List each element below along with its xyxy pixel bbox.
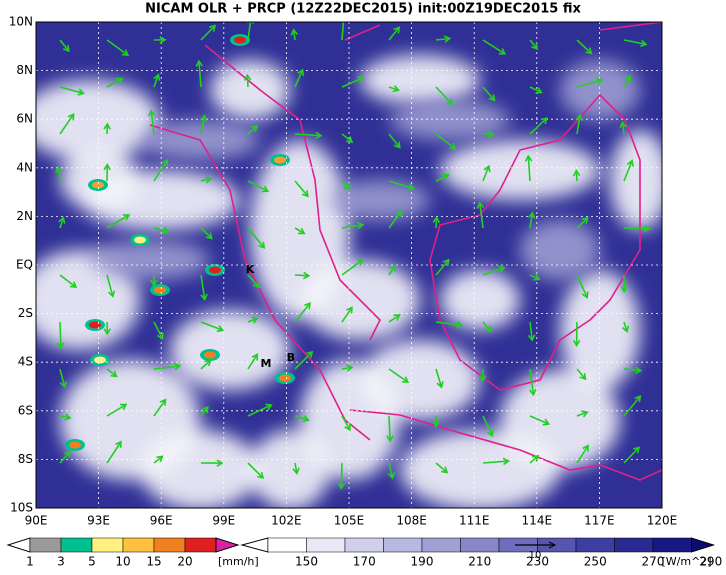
- legend-swatch: [92, 538, 123, 552]
- precip-legend-label: 1: [26, 555, 34, 569]
- legend-swatch: [185, 538, 216, 552]
- legend-arrow: [8, 538, 30, 552]
- legend-swatch: [653, 538, 692, 552]
- lat-label: 4N: [16, 160, 33, 174]
- lon-label: 105E: [334, 514, 365, 528]
- precip-legend-unit: [mm/h]: [218, 555, 259, 568]
- olr-field: [20, 15, 670, 510]
- precip-legend-label: 5: [88, 555, 96, 569]
- lat-label: 2N: [16, 209, 33, 223]
- cloud: [140, 430, 260, 510]
- legend-swatch: [576, 538, 615, 552]
- precip-legend-label: 20: [177, 555, 192, 569]
- precip: [209, 267, 221, 274]
- cloud: [330, 180, 430, 220]
- precip: [89, 322, 101, 329]
- legend-swatch: [422, 538, 461, 552]
- precip: [134, 237, 146, 244]
- precip-legend-label: 10: [115, 555, 130, 569]
- legend-swatch: [615, 538, 654, 552]
- lat-label: 4S: [18, 355, 33, 369]
- lon-label: 102E: [271, 514, 302, 528]
- cloud: [360, 55, 480, 105]
- legend-swatch: [61, 538, 92, 552]
- wind-arrow: [60, 322, 61, 348]
- olr-legend-label: 170: [353, 555, 376, 569]
- cloud: [360, 340, 480, 420]
- lat-label: 8S: [18, 452, 33, 466]
- wind-arrow: [341, 463, 342, 488]
- olr-legend-label: 210: [468, 555, 491, 569]
- precip: [154, 287, 166, 294]
- olr-legend-label: 250: [584, 555, 607, 569]
- cloud: [250, 430, 330, 510]
- precip: [234, 37, 246, 44]
- precip: [69, 442, 81, 449]
- precip: [204, 352, 216, 359]
- cloud: [560, 60, 640, 120]
- lon-label: 117E: [584, 514, 615, 528]
- legend-arrow: [692, 538, 714, 552]
- wind-arrow: [624, 228, 650, 229]
- precip: [94, 357, 106, 364]
- lat-label: 6N: [16, 112, 33, 126]
- precip: [274, 157, 286, 164]
- precip-legend-label: 15: [146, 555, 161, 569]
- site-label: K: [246, 263, 255, 276]
- lon-label: 96E: [150, 514, 173, 528]
- cloud: [210, 60, 290, 120]
- legend-swatch: [123, 538, 154, 552]
- cloud: [440, 270, 520, 330]
- lat-label: 8N: [16, 63, 33, 77]
- legend-swatch: [268, 538, 307, 552]
- lat-label: 10S: [10, 501, 33, 515]
- lat-label: 6S: [18, 403, 33, 417]
- lon-label: 120E: [647, 514, 678, 528]
- lat-label: 10N: [9, 15, 33, 29]
- legend-swatch: [307, 538, 346, 552]
- legend-swatch: [384, 538, 423, 552]
- legend-swatch: [461, 538, 500, 552]
- cloud: [170, 310, 290, 390]
- lon-label: 111E: [459, 514, 490, 528]
- legend-swatch: [345, 538, 384, 552]
- vector-reference-label: 10: [529, 550, 542, 561]
- legend-swatch: [154, 538, 185, 552]
- lon-label: 108E: [396, 514, 427, 528]
- olr-legend-label: 150: [295, 555, 318, 569]
- legend-arrow: [242, 538, 268, 552]
- lon-label: 114E: [522, 514, 553, 528]
- precip: [92, 182, 104, 189]
- cloud: [520, 220, 600, 280]
- legend-arrow: [216, 538, 238, 552]
- precip-legend-label: 3: [57, 555, 65, 569]
- lon-label: 93E: [87, 514, 110, 528]
- lon-label: 90E: [25, 514, 48, 528]
- legend-swatch: [30, 538, 61, 552]
- site-label: M: [261, 357, 272, 370]
- olr-legend-unit: [W/m^2]: [662, 555, 712, 568]
- olr-legend-label: 190: [411, 555, 434, 569]
- cloud: [20, 80, 160, 160]
- title: NICAM OLR + PRCP (12Z22DEC2015) init:00Z…: [145, 2, 581, 17]
- cloud: [90, 240, 210, 280]
- precip: [279, 375, 291, 382]
- lat-label: EQ: [16, 258, 33, 272]
- lat-label: 2S: [18, 306, 33, 320]
- site-label: B: [287, 351, 295, 364]
- lon-label: 99E: [212, 514, 235, 528]
